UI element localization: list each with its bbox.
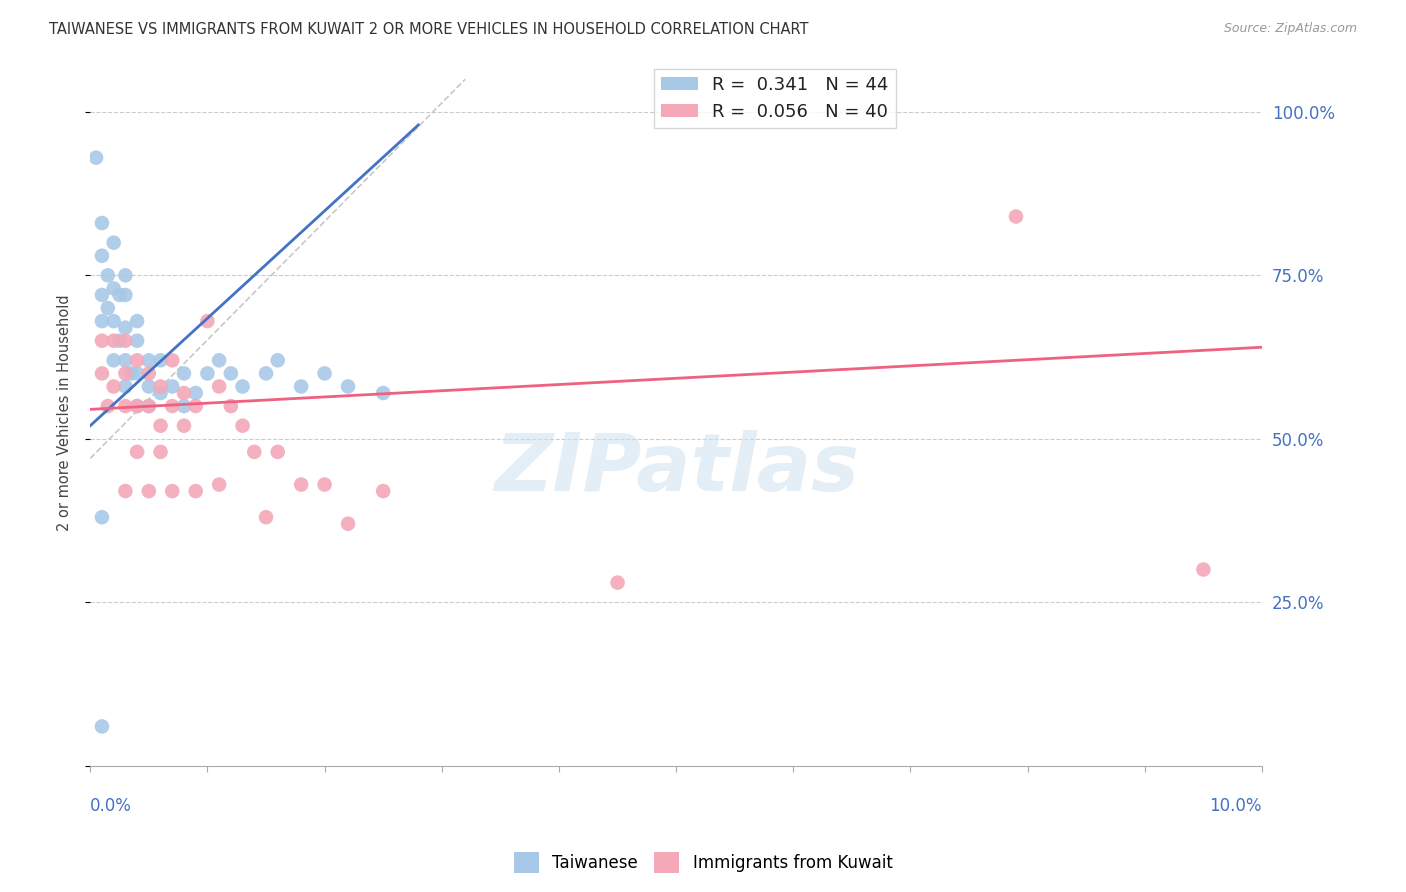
Legend: Taiwanese, Immigrants from Kuwait: Taiwanese, Immigrants from Kuwait (506, 846, 900, 880)
Point (84, 151, 107, 165)
Point (114, 320, 136, 334)
Point (114, 484, 136, 499)
Point (103, 314, 125, 328)
Point (108, 288, 131, 302)
Point (184, 386, 207, 401)
Point (114, 399, 136, 413)
Point (91, 216, 114, 230)
Point (127, 445, 149, 459)
Text: ZIPatlas: ZIPatlas (494, 430, 859, 508)
Point (91, 249, 114, 263)
Point (138, 399, 160, 413)
Point (149, 418, 172, 433)
Point (91, 719, 114, 733)
Point (254, 510, 277, 524)
Point (138, 367, 160, 381)
Point (290, 477, 312, 491)
Point (149, 379, 172, 393)
Point (114, 334, 136, 348)
Point (108, 334, 131, 348)
Point (173, 386, 195, 401)
Point (208, 353, 231, 368)
Point (219, 399, 242, 413)
Text: 10.0%: 10.0% (1209, 797, 1263, 815)
Point (162, 379, 184, 393)
Point (373, 386, 395, 401)
Point (606, 575, 628, 590)
Point (337, 379, 360, 393)
Point (120, 367, 142, 381)
Point (219, 367, 242, 381)
Point (103, 235, 125, 250)
Point (184, 484, 207, 499)
Point (254, 367, 277, 381)
Legend: R =  0.341   N = 44, R =  0.056   N = 40: R = 0.341 N = 44, R = 0.056 N = 40 (654, 69, 896, 128)
Point (149, 353, 172, 368)
Point (267, 353, 290, 368)
Point (127, 334, 149, 348)
Point (91, 314, 114, 328)
Point (103, 334, 125, 348)
Point (97, 301, 120, 315)
Point (184, 399, 207, 413)
Point (337, 516, 360, 531)
Point (197, 314, 219, 328)
Point (243, 445, 266, 459)
Point (314, 367, 336, 381)
Point (373, 484, 395, 499)
Y-axis label: 2 or more Vehicles in Household: 2 or more Vehicles in Household (58, 294, 72, 531)
Point (173, 418, 195, 433)
Point (114, 367, 136, 381)
Text: Source: ZipAtlas.com: Source: ZipAtlas.com (1223, 22, 1357, 36)
Point (127, 399, 149, 413)
Point (103, 281, 125, 295)
Point (91, 367, 114, 381)
Point (138, 379, 160, 393)
Point (267, 445, 290, 459)
Point (162, 353, 184, 368)
Point (208, 477, 231, 491)
Point (91, 288, 114, 302)
Point (97, 399, 120, 413)
Point (1192, 562, 1215, 576)
Point (127, 353, 149, 368)
Point (149, 386, 172, 401)
Point (127, 399, 149, 413)
Text: 0.0%: 0.0% (90, 797, 132, 815)
Point (91, 510, 114, 524)
Point (1005, 210, 1028, 224)
Point (197, 367, 219, 381)
Point (162, 484, 184, 499)
Point (290, 379, 312, 393)
Point (149, 445, 172, 459)
Point (114, 288, 136, 302)
Point (114, 379, 136, 393)
Point (138, 399, 160, 413)
Point (97, 268, 120, 283)
Point (232, 418, 254, 433)
Point (314, 477, 336, 491)
Point (91, 334, 114, 348)
Text: TAIWANESE VS IMMIGRANTS FROM KUWAIT 2 OR MORE VEHICLES IN HOUSEHOLD CORRELATION : TAIWANESE VS IMMIGRANTS FROM KUWAIT 2 OR… (49, 22, 808, 37)
Point (127, 314, 149, 328)
Point (103, 379, 125, 393)
Point (114, 268, 136, 283)
Point (114, 353, 136, 368)
Point (162, 399, 184, 413)
Point (103, 353, 125, 368)
Point (138, 353, 160, 368)
Point (173, 367, 195, 381)
Point (173, 399, 195, 413)
Point (208, 379, 231, 393)
Point (232, 379, 254, 393)
Point (138, 484, 160, 499)
Point (127, 367, 149, 381)
